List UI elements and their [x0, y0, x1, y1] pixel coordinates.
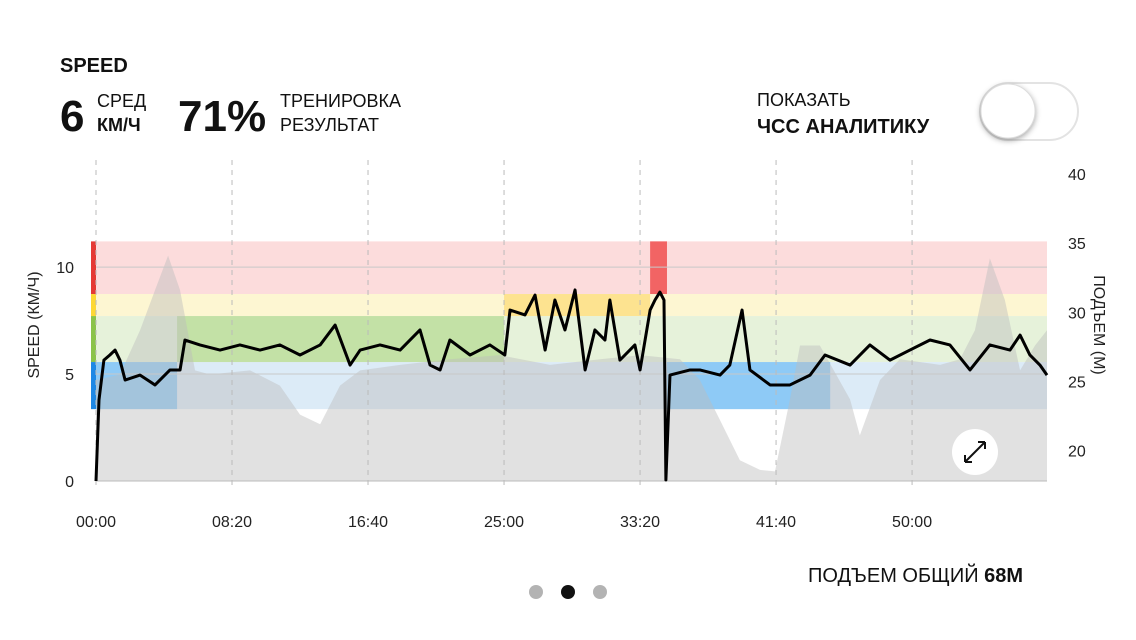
elevation-area: [96, 255, 1047, 481]
avg-value: 6: [60, 92, 84, 141]
title: SPEED: [60, 55, 128, 77]
zone-strip: [91, 241, 96, 295]
y2-tick-label: 25: [1068, 374, 1086, 391]
zone-strip: [91, 294, 96, 317]
y-axis-label: SPEED (КМ/Ч): [26, 271, 43, 378]
zone-strip: [91, 316, 96, 363]
result-label: ТРЕНИРОВКА: [280, 91, 401, 111]
footer-label: ПОДЪЕМ ОБЩИЙ: [808, 563, 979, 587]
y-tick-label: 0: [65, 474, 74, 491]
zone-segment: [96, 362, 178, 410]
speed-line: [94, 288, 1049, 482]
y2-tick-label: 20: [1068, 444, 1086, 461]
expand-button[interactable]: [952, 429, 998, 475]
footer: ПОДЪЕМ ОБЩИЙ 68M: [808, 563, 1023, 587]
y2-tick-label: 35: [1068, 236, 1086, 253]
toggle-knob[interactable]: [980, 83, 1036, 139]
toggle-label: ПОКАЗАТЬ: [757, 90, 851, 110]
zone-strip: [91, 362, 96, 410]
x-tick-label: 08:20: [212, 514, 252, 531]
zone-segment: [650, 241, 667, 295]
expand-icon: [964, 441, 986, 463]
x-tick-label: 25:00: [484, 514, 524, 531]
y2-tick-label: 30: [1068, 305, 1086, 322]
footer-value: 68M: [984, 565, 1023, 587]
y-tick-label: 5: [65, 367, 74, 384]
page-dot: [529, 585, 543, 599]
x-tick-label: 41:40: [756, 514, 796, 531]
avg-unit: КМ/Ч: [97, 115, 141, 135]
result-label: РЕЗУЛЬТАТ: [280, 115, 379, 135]
y2-tick-label: 40: [1068, 167, 1086, 184]
page-dots: [529, 585, 607, 599]
y-tick-label: 10: [56, 260, 74, 277]
x-tick-label: 00:00: [76, 514, 116, 531]
zone-band: [96, 241, 1047, 295]
x-tick-label: 16:40: [348, 514, 388, 531]
toggle-label: ЧСС АНАЛИТИКУ: [757, 116, 930, 138]
x-tick-label: 33:20: [620, 514, 660, 531]
page-dot: [593, 585, 607, 599]
y2-axis-label: ПОДЪЕМ (М): [1090, 275, 1107, 375]
avg-label: СРЕД: [97, 91, 146, 111]
toggle-switch[interactable]: [979, 82, 1079, 141]
page-dot: [561, 585, 575, 599]
result-value: 71%: [178, 92, 266, 141]
x-tick-label: 50:00: [892, 514, 932, 531]
zone-band: [96, 362, 1047, 410]
plot: 0 5 10 20 25 30 35 40 00:00 08:20 16:40 25:00 33:20 4…: [26, 160, 1107, 531]
